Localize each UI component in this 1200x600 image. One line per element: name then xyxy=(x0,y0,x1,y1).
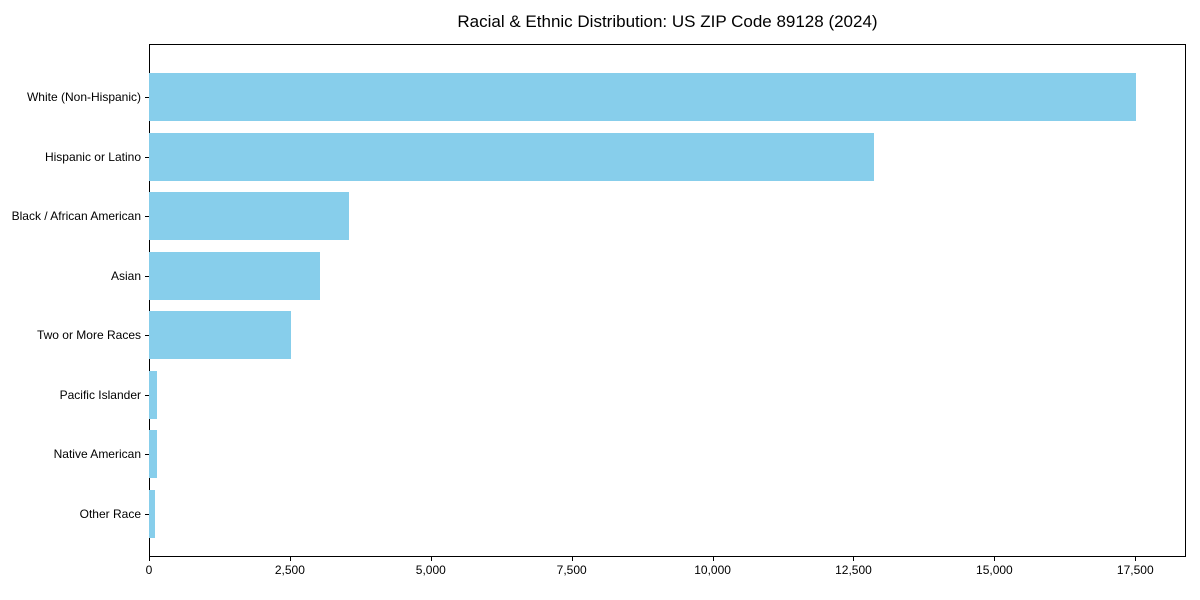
y-tick-label: Native American xyxy=(53,447,141,462)
x-tick-mark xyxy=(994,557,996,561)
bar xyxy=(149,370,158,419)
bar xyxy=(149,489,156,538)
y-tick-label: Pacific Islander xyxy=(59,387,141,402)
y-tick-label: Black / African American xyxy=(11,209,141,224)
y-tick-mark xyxy=(145,335,149,337)
x-tick-label: 0 xyxy=(145,563,153,577)
bar xyxy=(149,251,321,300)
bar xyxy=(149,192,350,241)
x-tick-mark xyxy=(289,557,291,561)
plot-area xyxy=(149,44,1186,557)
chart-title: Racial & Ethnic Distribution: US ZIP Cod… xyxy=(457,12,878,31)
x-tick-label: 15,000 xyxy=(976,563,1013,577)
x-tick-mark xyxy=(571,557,573,561)
x-tick-label: 5,000 xyxy=(415,563,446,577)
x-tick-label: 2,500 xyxy=(274,563,305,577)
x-tick-label: 17,500 xyxy=(1116,563,1154,577)
x-tick-label: 7,500 xyxy=(556,563,587,577)
x-tick-label: 12,500 xyxy=(835,563,872,577)
y-tick-mark xyxy=(145,275,149,277)
bar xyxy=(149,430,158,479)
bar xyxy=(149,311,292,360)
y-tick-label: White (Non-Hispanic) xyxy=(26,90,141,104)
y-tick-mark xyxy=(145,216,149,218)
bar xyxy=(149,73,1137,121)
x-tick-label: 10,000 xyxy=(694,563,731,577)
y-tick-mark xyxy=(145,454,149,456)
x-tick-mark xyxy=(430,557,432,561)
x-tick-mark xyxy=(1135,557,1137,561)
x-tick-mark xyxy=(712,557,714,561)
x-tick-mark xyxy=(853,557,855,561)
bar xyxy=(149,132,875,181)
y-tick-mark xyxy=(145,513,149,515)
y-tick-label: Hispanic or Latino xyxy=(44,149,141,164)
y-tick-label: Two or More Races xyxy=(36,328,141,343)
y-tick-label: Asian xyxy=(110,268,141,283)
y-tick-mark xyxy=(145,394,149,396)
y-tick-label: Other Race xyxy=(79,506,141,521)
x-tick-mark xyxy=(149,557,150,561)
y-tick-mark xyxy=(145,97,149,98)
y-tick-mark xyxy=(145,156,149,158)
